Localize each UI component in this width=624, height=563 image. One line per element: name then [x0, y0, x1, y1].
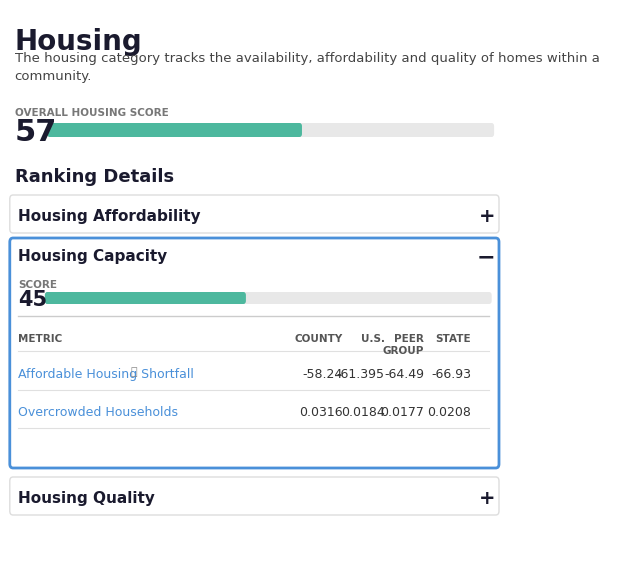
Text: -64.49: -64.49 — [384, 368, 424, 381]
Text: SCORE: SCORE — [18, 280, 57, 290]
Text: 0.0184: 0.0184 — [341, 406, 385, 419]
Text: 57: 57 — [15, 118, 57, 147]
Text: 0.0208: 0.0208 — [427, 406, 471, 419]
Text: 45: 45 — [18, 290, 47, 310]
Text: -61.395: -61.395 — [337, 368, 385, 381]
Text: +: + — [479, 207, 495, 226]
Text: METRIC: METRIC — [18, 334, 62, 344]
Text: U.S.: U.S. — [361, 334, 385, 344]
Text: -58.24: -58.24 — [302, 368, 343, 381]
Text: ⓘ: ⓘ — [130, 367, 137, 377]
Text: The housing category tracks the availability, affordability and quality of homes: The housing category tracks the availabi… — [15, 52, 600, 83]
Text: Overcrowded Households: Overcrowded Households — [18, 406, 178, 419]
Text: PEER
GROUP: PEER GROUP — [383, 334, 424, 356]
FancyBboxPatch shape — [10, 238, 499, 468]
FancyBboxPatch shape — [10, 195, 499, 233]
Text: +: + — [479, 489, 495, 507]
Text: 0.0316: 0.0316 — [299, 406, 343, 419]
Text: Housing Affordability: Housing Affordability — [18, 208, 200, 224]
FancyBboxPatch shape — [45, 292, 246, 304]
Text: OVERALL HOUSING SCORE: OVERALL HOUSING SCORE — [15, 108, 168, 118]
Text: COUNTY: COUNTY — [294, 334, 343, 344]
Text: Housing Quality: Housing Quality — [18, 490, 155, 506]
Text: Ranking Details: Ranking Details — [15, 168, 174, 186]
FancyBboxPatch shape — [45, 292, 492, 304]
Text: Housing: Housing — [15, 28, 142, 56]
Text: -66.93: -66.93 — [431, 368, 471, 381]
FancyBboxPatch shape — [10, 477, 499, 515]
Text: 0.0177: 0.0177 — [380, 406, 424, 419]
Text: STATE: STATE — [436, 334, 471, 344]
Text: −: − — [477, 247, 495, 267]
FancyBboxPatch shape — [47, 123, 302, 137]
FancyBboxPatch shape — [47, 123, 494, 137]
Text: Affordable Housing Shortfall: Affordable Housing Shortfall — [18, 368, 194, 381]
Text: Housing Capacity: Housing Capacity — [18, 249, 167, 265]
